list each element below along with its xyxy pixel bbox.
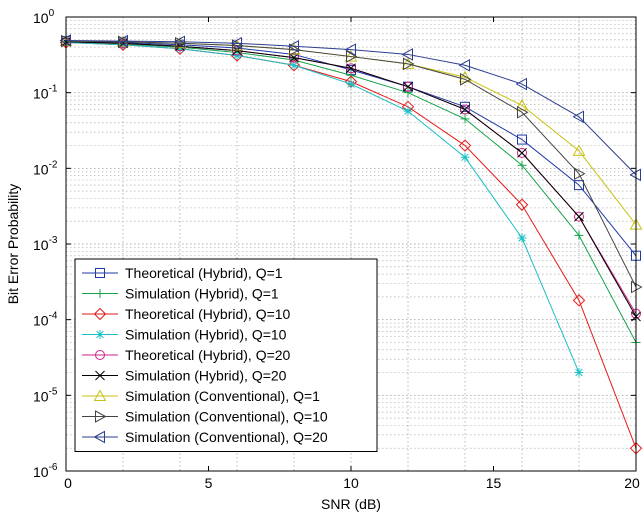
data-point [574,180,584,191]
legend-entry: Theoretical (Hybrid), Q=20 [82,347,291,363]
y-axis-label: Bit Error Probability [5,184,21,305]
data-point [346,79,356,89]
data-point [346,50,358,63]
data-point [572,294,586,307]
legend: Theoretical (Hybrid), Q=1 Simulation (Hyb… [74,258,378,452]
data-point [460,72,472,86]
data-point [517,160,527,170]
data-point [175,36,187,50]
legend-label: Simulation (Conventional), Q=20 [125,429,328,445]
legend-label: Simulation (Hybrid), Q=20 [125,368,287,384]
legend-label: Simulation (Conventional), Q=1 [125,388,320,404]
data-point [175,44,185,54]
legend-label: Simulation (Conventional), Q=10 [125,409,328,425]
legend-label: Simulation (Hybrid), Q=10 [125,327,287,343]
data-point [458,58,470,72]
y-tick-label: 10-4 [33,311,58,329]
x-tick-label: 20 [624,475,640,491]
data-point [289,43,301,57]
ticks: 0 5 10 15 20 100 10-1 10-2 10-3 10-4 10-5 10-6 [33,8,640,491]
y-tick-label: 100 [33,8,55,26]
legend-entry: Simulation (Conventional), Q=10 [82,409,328,425]
data-point [95,289,105,298]
legend-entry: Theoretical (Hybrid), Q=10 [82,306,291,322]
data-point [346,63,356,74]
data-point [344,43,356,57]
data-point [517,148,527,158]
data-point [230,36,242,50]
data-point [572,144,586,156]
data-point [346,70,356,80]
data-point [517,233,527,243]
series-line [65,40,637,257]
data-point [458,139,472,152]
data-point [401,48,413,61]
series-line [65,39,637,176]
data-point [289,60,299,70]
legend-entry: Simulation (Hybrid), Q=10 [82,327,287,343]
data-point [173,35,185,49]
data-point [95,268,105,278]
data-point [346,63,356,74]
data-point [460,104,470,115]
legend-entry: Simulation (Hybrid), Q=1 [82,286,279,302]
data-point [95,350,105,360]
data-point [574,211,584,222]
data-point [460,114,470,124]
legend-entry: Simulation (Hybrid), Q=20 [82,368,287,384]
x-tick-label: 5 [205,475,213,491]
legend-box [74,258,378,452]
data-point [515,77,527,91]
x-tick-label: 15 [486,475,502,491]
data-point [403,106,413,116]
data-point [403,81,413,92]
legend-entry: Simulation (Conventional), Q=20 [82,429,328,445]
data-point [287,59,301,72]
data-point [574,211,584,222]
series-line [65,40,637,288]
series-line [65,42,580,373]
x-tick-label: 0 [64,475,72,491]
legend-label: Simulation (Hybrid), Q=1 [125,286,279,302]
data-point [232,39,244,52]
legend-label: Theoretical (Hybrid), Q=20 [125,347,291,363]
y-tick-label: 10-3 [33,235,58,253]
data-point [515,198,529,211]
data-point [460,101,470,112]
data-point [93,430,105,444]
x-tick-label: 10 [343,475,359,491]
data-point [95,410,107,423]
data-point [403,88,413,98]
data-point [574,368,584,378]
y-tick-label: 10-1 [33,84,58,102]
data-point [574,230,584,240]
data-point [95,330,105,339]
data-point [517,134,527,145]
data-point [95,370,105,381]
legend-label: Theoretical (Hybrid), Q=10 [125,306,291,322]
data-point [116,34,128,48]
data-point [93,307,107,321]
data-point [460,152,470,162]
data-point [287,39,299,53]
data-point [574,167,586,181]
x-axis-label: SNR (dB) [321,496,381,512]
legend-entry: Simulation (Conventional), Q=1 [82,388,320,404]
data-point [403,81,413,92]
data-point [572,110,584,124]
data-point [458,70,472,83]
legend-label: Theoretical (Hybrid), Q=1 [125,265,283,281]
data-point [517,105,529,119]
legend-entry: Theoretical (Hybrid), Q=1 [82,265,283,281]
y-tick-label: 10-2 [33,159,58,177]
data-point [93,389,107,401]
data-point [517,147,527,158]
data-point [460,104,470,115]
y-tick-label: 10-5 [33,386,58,404]
y-tick-label: 10-6 [33,462,58,480]
data-point [403,57,415,71]
